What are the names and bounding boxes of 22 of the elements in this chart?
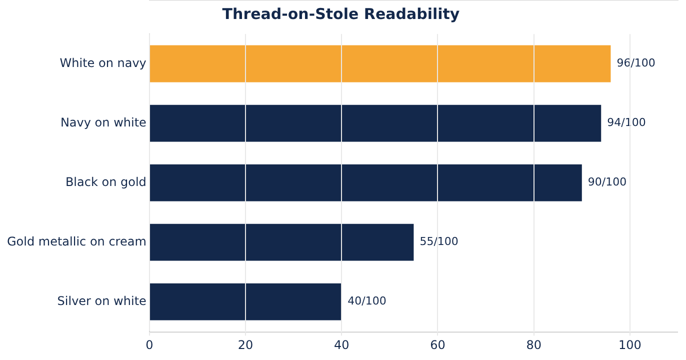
- x-tick-label: 100: [618, 338, 642, 352]
- data-label: 94/100: [607, 116, 646, 130]
- y-tick-label: Black on gold: [65, 174, 146, 189]
- y-tick-label: Navy on white: [60, 115, 146, 130]
- data-label: 55/100: [420, 235, 458, 248]
- bar: [150, 45, 611, 82]
- chart-title: Thread-on-Stole Readability: [222, 4, 460, 23]
- x-tick-label: 80: [526, 338, 542, 352]
- bar: [150, 164, 582, 202]
- data-label: 96/100: [616, 56, 656, 70]
- x-tick-label: 60: [430, 338, 446, 352]
- y-tick-label: Silver on white: [57, 294, 146, 308]
- bar: [150, 283, 342, 320]
- bar: [150, 104, 602, 142]
- x-tick-label: 40: [334, 338, 350, 352]
- x-tick-label: 0: [146, 338, 154, 352]
- y-tick-label: Gold metallic on cream: [7, 234, 146, 248]
- data-label: 90/100: [588, 176, 627, 189]
- x-tick-label: 20: [238, 338, 254, 352]
- bar: [150, 224, 414, 261]
- y-tick-label: White on navy: [60, 56, 146, 70]
- data-label: 40/100: [348, 294, 386, 308]
